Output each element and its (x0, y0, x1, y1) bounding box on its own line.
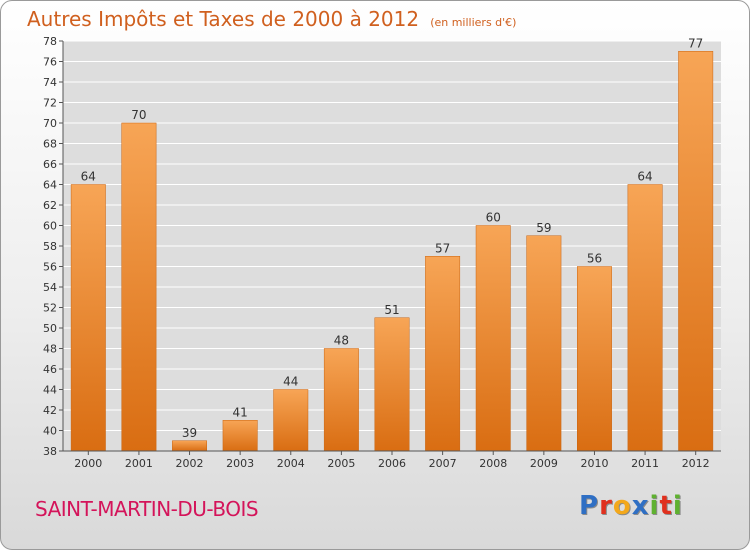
y-tick-label: 40 (43, 425, 57, 438)
logo-letter: o (612, 491, 632, 521)
y-tick-label: 64 (43, 179, 57, 192)
data-label-2001: 70 (131, 108, 146, 122)
y-tick-label: 50 (43, 322, 57, 335)
logo-letter: i (672, 491, 683, 521)
logo-letter: x (631, 491, 650, 521)
y-tick-label: 54 (43, 281, 57, 294)
data-label-2011: 64 (637, 170, 652, 184)
y-tick-label: 66 (43, 158, 57, 171)
x-tick-label-2000: 2000 (74, 457, 102, 470)
bar-2001 (121, 122, 157, 452)
bar-2009 (526, 235, 562, 452)
y-tick-label: 48 (43, 343, 57, 356)
y-tick-label: 60 (43, 220, 57, 233)
y-tick-label: 58 (43, 240, 57, 253)
y-tick-label: 78 (43, 35, 57, 48)
logo-letter: i (649, 491, 660, 521)
data-label-2007: 57 (435, 241, 450, 255)
data-label-2003: 41 (233, 405, 248, 419)
bar-2008 (475, 225, 511, 452)
bar-2003 (222, 420, 258, 452)
y-tick-label: 46 (43, 363, 57, 376)
x-tick-label-2004: 2004 (277, 457, 305, 470)
x-tick-label-2005: 2005 (327, 457, 355, 470)
data-label-2002: 39 (182, 426, 197, 440)
chart-subtitle: (en milliers d'€) (430, 16, 517, 29)
x-tick-label-2003: 2003 (226, 457, 254, 470)
data-label-2009: 59 (536, 221, 551, 235)
x-tick-label-2007: 2007 (429, 457, 457, 470)
y-tick-label: 74 (43, 76, 57, 89)
y-tick-label: 44 (43, 384, 57, 397)
x-tick-label-2002: 2002 (176, 457, 204, 470)
bar-2010 (577, 266, 612, 452)
data-label-2010: 56 (587, 252, 602, 266)
x-tick-label-2006: 2006 (378, 457, 406, 470)
bar-2012 (678, 51, 714, 452)
data-label-2006: 51 (384, 303, 399, 317)
bar-2004 (273, 389, 309, 452)
data-label-2012: 77 (688, 36, 703, 50)
logo-letter: r (599, 491, 613, 521)
y-tick-label: 72 (43, 97, 57, 110)
y-tick-label: 52 (43, 302, 57, 315)
bar-2005 (323, 348, 359, 452)
bar-2011 (627, 184, 663, 452)
x-tick-label-2009: 2009 (530, 457, 558, 470)
bar-2006 (374, 317, 410, 452)
x-tick-label-2012: 2012 (682, 457, 710, 470)
logo-letter: t (659, 491, 673, 521)
x-tick-label-2001: 2001 (125, 457, 153, 470)
y-tick-label: 70 (43, 117, 57, 130)
x-tick-label-2011: 2011 (631, 457, 659, 470)
bar-2000 (70, 184, 106, 452)
data-label-2000: 64 (81, 170, 96, 184)
data-label-2004: 44 (283, 375, 298, 389)
data-label-2008: 60 (486, 211, 501, 225)
y-tick-label: 68 (43, 138, 57, 151)
logo-letter: P (579, 491, 600, 521)
data-label-2005: 48 (334, 334, 349, 348)
bar-2002 (172, 440, 207, 452)
proxiti-logo: Proxiti (579, 491, 683, 521)
y-tick-label: 62 (43, 199, 57, 212)
bar-2007 (425, 256, 461, 452)
y-tick-label: 42 (43, 404, 57, 417)
chart-title: Autres Impôts et Taxes de 2000 à 2012 (27, 7, 420, 31)
commune-name: SAINT-MARTIN-DU-BOIS (35, 497, 259, 521)
y-tick-label: 76 (43, 56, 57, 69)
y-tick-label: 38 (43, 445, 57, 458)
x-tick-label-2010: 2010 (580, 457, 608, 470)
x-tick-label-2008: 2008 (479, 457, 507, 470)
title-row: Autres Impôts et Taxes de 2000 à 2012 (e… (27, 7, 516, 31)
y-tick-label: 56 (43, 261, 57, 274)
